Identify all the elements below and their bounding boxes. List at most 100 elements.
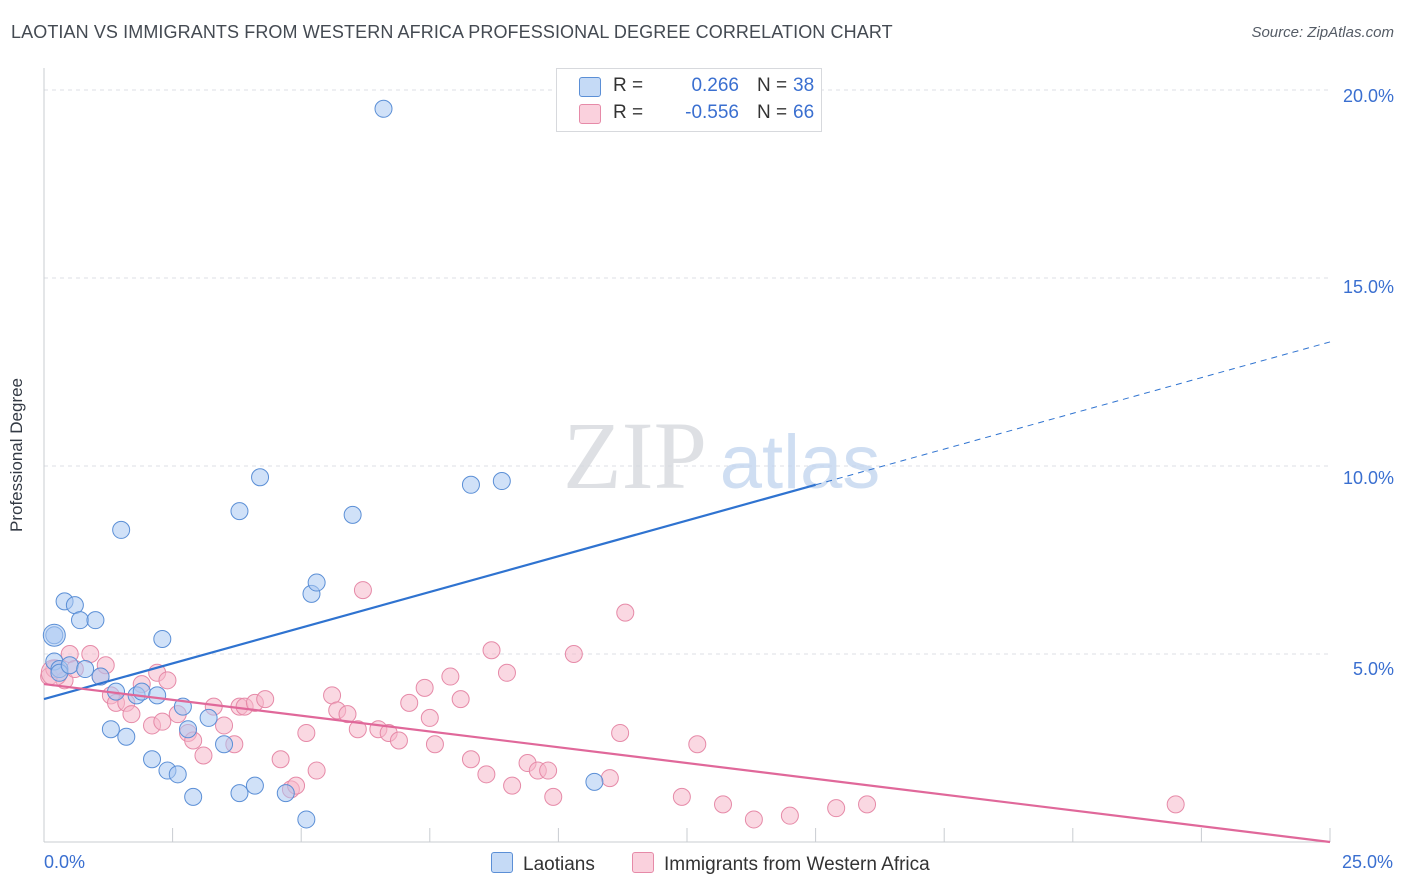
trend-line-laotians-extension [815, 341, 1331, 486]
y-tick-5: 5.0% [1352, 659, 1394, 679]
data-point-western-africa [215, 716, 234, 735]
data-point-western-africa [858, 795, 877, 814]
data-point-laotians [585, 772, 604, 791]
data-point-western-africa [688, 735, 707, 754]
data-point-laotians [230, 784, 249, 803]
trend-line-western-africa [43, 682, 1331, 844]
data-point-laotians [112, 520, 131, 539]
data-point-laotians [307, 573, 326, 592]
data-point-laotians [91, 667, 110, 686]
data-point-laotians [153, 629, 172, 648]
data-point-laotians [199, 708, 218, 727]
data-point-western-africa [256, 690, 275, 709]
data-point-laotians [71, 611, 90, 630]
data-point-western-africa [482, 641, 501, 660]
data-point-western-africa [420, 708, 439, 727]
data-point-western-africa [158, 671, 177, 690]
data-point-laotians [148, 686, 167, 705]
bottom-legend-laotians: Laotians [491, 852, 595, 876]
data-point-laotians [492, 472, 511, 491]
data-point-western-africa [122, 705, 141, 724]
data-point-western-africa [564, 645, 583, 663]
bottom-legend-label-laotians: Laotians [523, 854, 595, 875]
data-point-laotians [143, 750, 162, 769]
watermark-atlas: atlas [720, 420, 881, 505]
bottom-legend-label-western-africa: Immigrants from Western Africa [664, 854, 930, 875]
data-point-western-africa [1166, 795, 1185, 814]
data-point-laotians [461, 475, 480, 494]
data-point-laotians [168, 765, 187, 784]
data-point-western-africa [81, 645, 100, 663]
correlation-legend: R = 0.266 N = 38 R = -0.556 N = 66 [556, 68, 822, 132]
legend-n-label: N = [757, 102, 788, 123]
data-point-western-africa [389, 731, 408, 750]
data-point-laotians [101, 720, 120, 739]
data-point-western-africa [441, 667, 460, 686]
data-point-laotians [76, 660, 95, 679]
data-point-western-africa [353, 581, 372, 600]
data-point-western-africa [323, 686, 342, 705]
data-point-laotians [245, 776, 264, 795]
data-point-western-africa [611, 723, 630, 742]
data-point-western-africa [415, 678, 434, 697]
data-point-laotians [251, 468, 270, 487]
data-point-laotians [42, 623, 66, 647]
data-point-western-africa [425, 735, 444, 754]
data-point-western-africa [307, 761, 326, 780]
y-tick-10: 10.0% [1342, 468, 1394, 488]
data-point-western-africa [451, 690, 470, 709]
data-point-laotians [184, 787, 203, 806]
data-point-western-africa [271, 750, 290, 769]
data-point-laotians [117, 727, 136, 746]
data-point-laotians [374, 99, 393, 118]
data-point-western-africa [827, 799, 846, 818]
bottom-legend-western-africa: Immigrants from Western Africa [632, 852, 930, 876]
trend-lines [43, 341, 1331, 844]
data-point-western-africa [461, 750, 480, 769]
data-point-western-africa [497, 663, 516, 682]
data-point-western-africa [672, 787, 691, 806]
data-point-western-africa [338, 705, 357, 724]
legend-swatch-pink [579, 104, 601, 124]
data-point-western-africa [348, 720, 367, 739]
legend-n-value: 38 [793, 75, 815, 96]
legend-r-label: R = [613, 102, 644, 123]
data-point-western-africa [544, 787, 563, 806]
grid-lines [44, 89, 1330, 655]
source-label: Source: ZipAtlas.com [1251, 24, 1394, 41]
watermark-zip: ZIP [563, 402, 707, 509]
data-point-western-africa [744, 810, 763, 829]
data-point-laotians [343, 505, 362, 524]
blue-series-points [42, 99, 604, 829]
data-point-laotians [276, 784, 295, 803]
legend-r-label: R = [613, 75, 644, 96]
data-point-western-africa [714, 795, 733, 814]
x-tick-min: 0.0% [44, 852, 86, 872]
legend-r-value: 0.266 [691, 75, 739, 96]
data-point-western-africa [539, 761, 558, 780]
data-point-western-africa [503, 776, 522, 795]
watermark: ZIP atlas [563, 402, 880, 509]
legend-n-label: N = [757, 75, 788, 96]
data-point-western-africa [600, 769, 619, 788]
data-point-laotians [215, 735, 234, 754]
data-point-western-africa [297, 723, 316, 742]
data-point-laotians [60, 656, 79, 675]
data-point-western-africa [153, 712, 172, 731]
data-point-laotians [297, 810, 316, 829]
data-point-laotians [65, 596, 84, 615]
bottom-legend-swatch-pink [632, 852, 654, 873]
axes [43, 68, 1331, 843]
legend-r-value: -0.556 [685, 102, 739, 123]
legend-swatch-blue [579, 77, 601, 97]
data-point-western-africa [477, 765, 496, 784]
trend-line-laotians [43, 483, 816, 701]
legend-n-value: 66 [793, 102, 815, 123]
x-tick-max: 25.0% [1341, 852, 1393, 872]
bottom-legend-swatch-blue [491, 852, 513, 873]
data-point-laotians [86, 611, 105, 630]
y-tick-20: 20.0% [1342, 86, 1394, 106]
data-point-laotians [179, 720, 198, 739]
data-point-western-africa [400, 693, 419, 712]
